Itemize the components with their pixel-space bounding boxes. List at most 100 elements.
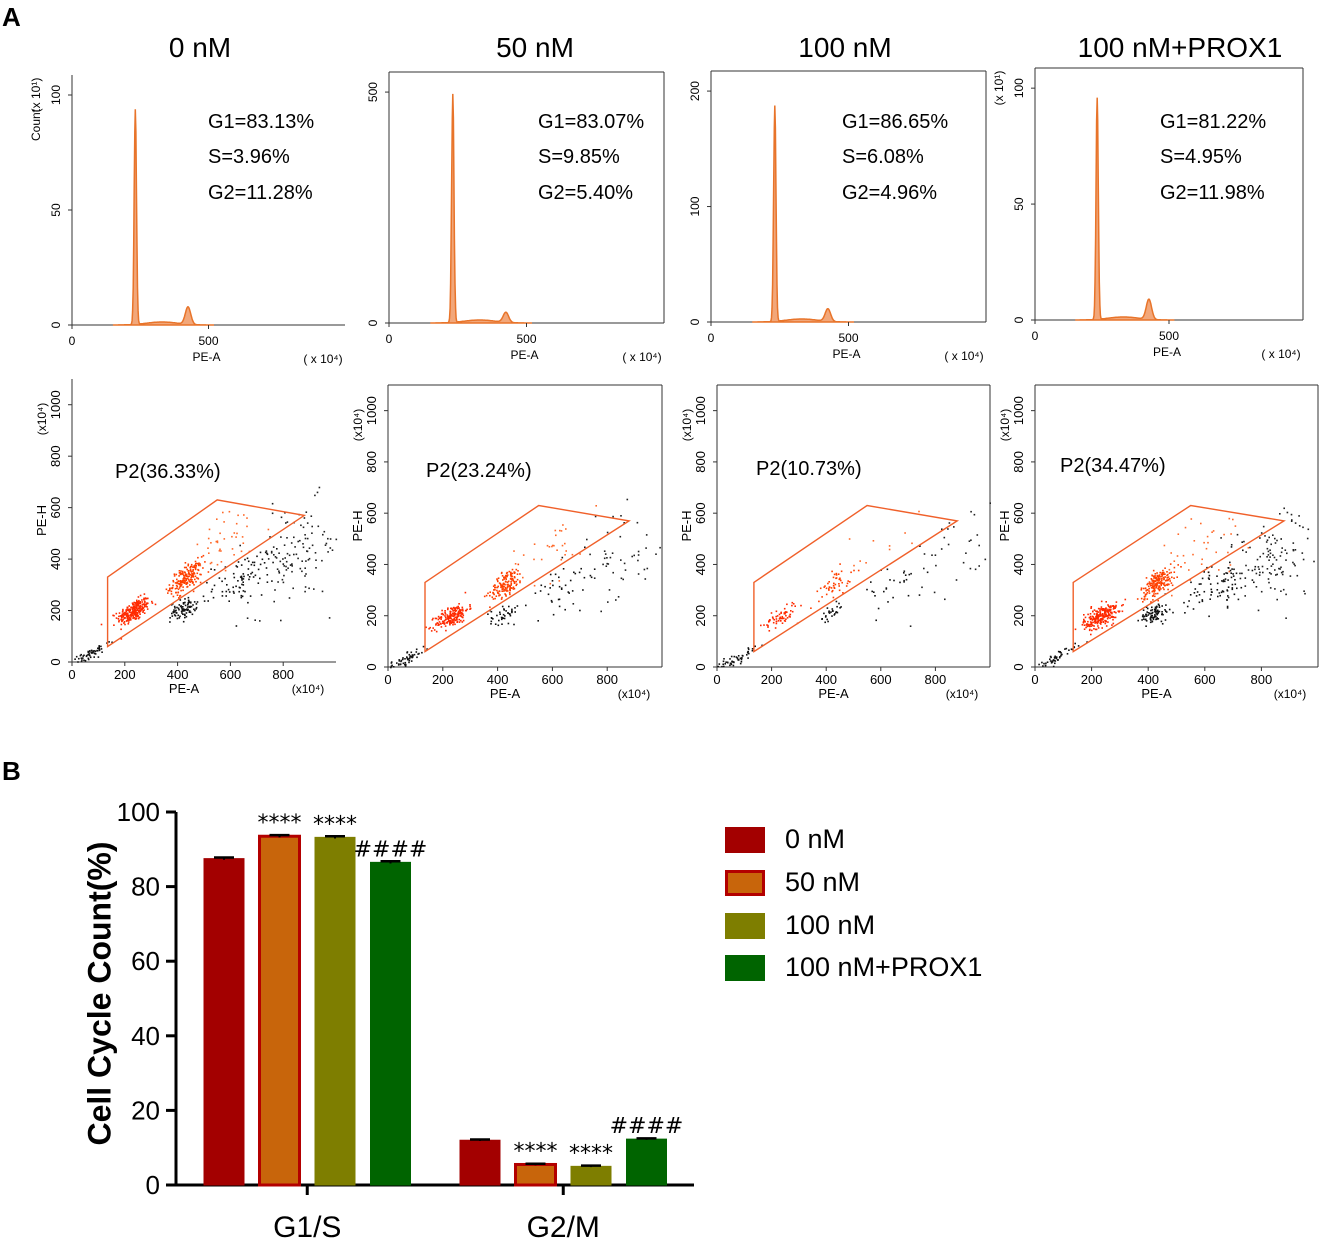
scatter-event [1094,622,1096,624]
scatter-event [586,538,588,541]
scatter-event [1094,628,1097,631]
scatter-event [199,581,202,584]
scatter-event [1089,618,1092,621]
scatter-event [136,604,138,607]
scatter-event [1057,650,1060,653]
scatter-event [438,621,441,623]
p2-gate [424,504,632,653]
scatter-event [499,613,501,615]
scatter-event [1099,618,1101,621]
scatter-event [1150,578,1153,580]
scatter-event [832,610,834,612]
scatter-event [1165,610,1167,612]
scatter-event [1236,533,1239,536]
scatter-event [1097,620,1099,622]
scatter-event [1158,589,1161,592]
scatter-event [1108,608,1110,611]
scatter-event [1099,612,1102,615]
scatter-event [1307,528,1310,531]
scatter-event [1111,612,1113,615]
scatter-event [440,618,442,620]
scatter-event [301,560,303,562]
scatter-event [612,515,614,518]
scatter-event [953,526,955,528]
scatter-event [138,606,141,609]
scatter-event [513,581,516,583]
scatter-event [266,553,269,556]
hist-x-scale: ( x 10⁴) [303,352,342,366]
scatter-event [1218,569,1220,571]
scatter-event [503,609,505,611]
scatter-event [595,505,597,507]
scatter-x-tick-label: 800 [925,672,947,687]
scatter-event [276,568,279,570]
scatter-event [408,659,411,662]
scatter-x-tick-label: 400 [815,672,837,687]
scatter-event [188,578,190,581]
scatter-event [1043,662,1045,665]
scatter-event [1195,595,1198,597]
hist-y-tick-label: 50 [1012,197,1026,211]
scatter-event [1278,567,1280,570]
scatter-event [1268,536,1270,539]
scatter-event [462,614,465,617]
scatter-event [580,567,582,570]
scatter-event [505,589,507,592]
scatter-event [554,573,557,576]
scatter-event [502,617,504,619]
scatter-event [533,584,536,587]
scatter-event [231,548,234,550]
scatter-event [725,661,727,663]
scatter-event [773,618,775,621]
scatter-event [449,610,451,613]
scatter-event [282,558,284,560]
scatter-event [185,579,188,581]
hist-curve [430,93,532,324]
scatter-event [1136,598,1139,600]
scatter-event [87,653,90,656]
bar [626,1138,667,1186]
scatter-event [502,586,504,588]
scatter-event [838,602,840,605]
scatter-event [1159,571,1161,574]
scatter-event [139,602,142,605]
scatter-event [118,612,121,614]
scatter-event [810,607,812,609]
scatter-event [1275,559,1278,561]
scatter-event [1234,579,1236,581]
scatter-event [454,613,457,615]
scatter-event [1152,586,1154,589]
scatter-event [447,620,450,622]
scatter-event [233,532,236,534]
scatter-event [195,606,198,609]
scatter-event [1188,600,1190,602]
scatter-event [92,650,94,652]
scatter-event [207,600,209,602]
scatter-event [305,573,307,575]
scatter-events [1038,507,1315,668]
scatter-event [237,561,240,563]
scatter-event [1112,608,1115,610]
scatter-event [1251,579,1254,581]
scatter-event [272,561,274,564]
scatter-event [143,598,145,601]
scatter-event [131,611,134,614]
scatter-event [776,615,779,617]
scatter-event [1156,617,1158,619]
scatter-event [1168,568,1171,571]
scatter-event [139,607,142,609]
scatter-event [1095,616,1097,619]
scatter-event [1264,535,1266,537]
scatter-event [828,610,830,612]
scatter-event [1162,569,1164,572]
hist-y-tick-label: 200 [688,81,702,101]
scatter-event [253,561,256,564]
scatter-event [1234,525,1237,527]
scatter-event [923,553,926,555]
scatter-event [130,606,133,609]
scatter-event [1090,625,1093,627]
scatter-event [246,525,248,528]
scatter-event [321,590,324,593]
